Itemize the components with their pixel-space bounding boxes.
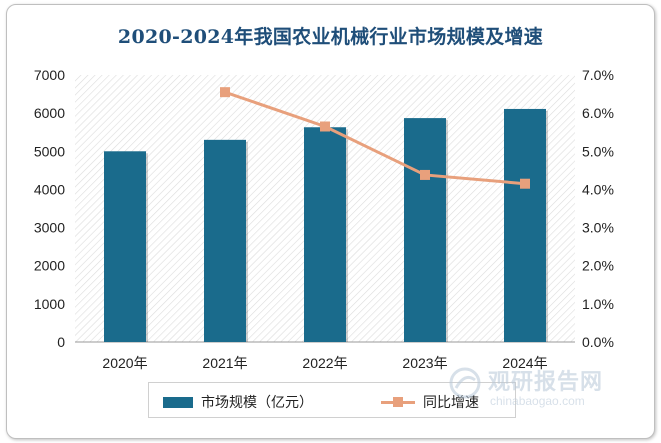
bar [404, 118, 446, 342]
bar [504, 108, 546, 342]
right-tick-label: 6.0% [582, 105, 614, 121]
x-tick-label: 2022年 [302, 355, 347, 371]
x-tick-label: 2020年 [102, 355, 147, 371]
legend-line-swatch [381, 396, 415, 408]
right-tick-label: 0.0% [582, 334, 614, 350]
right-axis-ticks: 0.0% 1.0% 2.0% 3.0% 4.0% 5.0% 6.0% 7.0% [582, 67, 614, 350]
line-point [520, 178, 530, 189]
legend-item-line: 同比增速 [381, 392, 479, 412]
right-tick-label: 2.0% [582, 258, 614, 274]
line-point [220, 87, 230, 98]
right-tick-label: 5.0% [582, 143, 614, 159]
left-tick-label: 7000 [34, 67, 65, 83]
line-series [220, 87, 530, 189]
watermark-logo-icon [449, 367, 481, 399]
legend-bar-label: 市场规模（亿元） [201, 395, 313, 411]
left-tick-label: 1000 [34, 296, 65, 312]
left-tick-label: 2000 [34, 258, 65, 274]
left-tick-label: 0 [57, 334, 65, 350]
right-tick-label: 3.0% [582, 220, 614, 236]
left-tick-label: 5000 [34, 143, 65, 159]
left-axis-ticks: 0 1000 2000 3000 4000 5000 6000 7000 [34, 67, 65, 350]
right-tick-label: 4.0% [582, 181, 614, 197]
bar-series [104, 108, 548, 343]
x-tick-label: 2024年 [502, 355, 547, 371]
chart-title: 2020-2024年我国农业机械行业市场规模及增速 [117, 26, 544, 48]
legend: 市场规模（亿元） 同比增速 [148, 382, 516, 418]
bar [204, 139, 246, 342]
legend-line-label: 同比增速 [423, 395, 479, 411]
watermark: 观研报告网 chinabaogao.com [448, 362, 648, 414]
left-tick-label: 3000 [34, 220, 65, 236]
watermark-en: chinabaogao.com [490, 394, 585, 408]
x-tick-label: 2023年 [402, 355, 447, 371]
line-point [420, 169, 430, 180]
legend-item-bar: 市场规模（亿元） [163, 392, 313, 412]
line-point [320, 121, 330, 132]
legend-bar-swatch [163, 396, 193, 408]
right-tick-label: 1.0% [582, 296, 614, 312]
right-tick-label: 7.0% [582, 67, 614, 83]
left-tick-label: 6000 [34, 105, 65, 121]
x-tick-label: 2021年 [202, 355, 247, 371]
bar [304, 127, 346, 343]
bar [104, 151, 146, 342]
growth-line [224, 90, 526, 186]
watermark-cn: 观研报告网 [488, 370, 604, 395]
x-axis-ticks: 2020年 2021年 2022年 2023年 2024年 [102, 355, 547, 371]
left-tick-label: 4000 [34, 181, 65, 197]
